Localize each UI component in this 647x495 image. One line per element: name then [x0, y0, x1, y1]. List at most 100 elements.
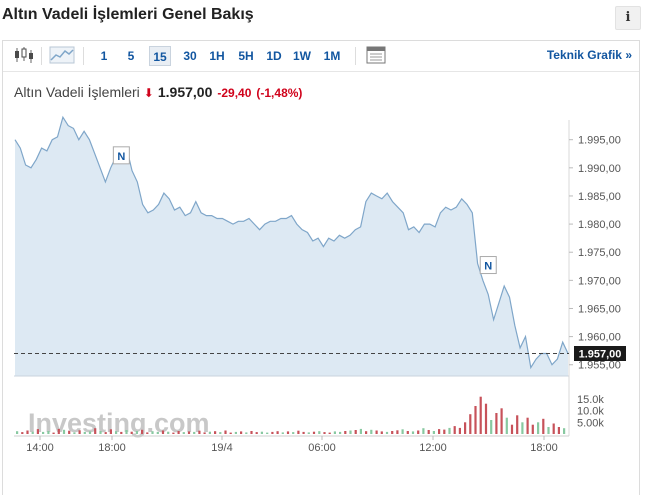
volume-bar	[52, 432, 55, 434]
volume-bar	[354, 430, 357, 434]
info-icon[interactable]: i	[615, 6, 641, 30]
volume-bar	[83, 431, 86, 434]
volume-bar	[443, 429, 446, 434]
volume-bar	[229, 432, 232, 434]
volume-bar	[286, 431, 290, 434]
volume-bar	[135, 431, 138, 434]
volume-bar	[484, 403, 488, 434]
volume-bar	[182, 432, 185, 434]
y-tick-label: 1.955,00	[578, 360, 621, 372]
volume-bar	[542, 418, 545, 434]
volume-bar	[359, 428, 362, 434]
chart-panel: 1 5 15 30 1H 5H 1D 1W 1M Teknik Grafik » Altın V…	[2, 40, 640, 495]
volume-bar	[94, 428, 97, 434]
volume-bar	[396, 430, 399, 434]
y-tick-label: 1.960,00	[578, 332, 621, 344]
volume-bar	[16, 431, 19, 434]
y-tick-label: 1.995,00	[578, 135, 621, 147]
volume-bar	[427, 430, 430, 434]
x-tick-label: 14:00	[26, 442, 54, 454]
volume-bar	[385, 431, 389, 434]
page-header: Altın Vadeli İşlemleri Genel Bakış i	[0, 0, 647, 36]
volume-bar	[260, 431, 263, 434]
volume-bar	[271, 431, 274, 434]
y-tick-label: 1.975,00	[578, 247, 621, 259]
range-button-15[interactable]: 15	[149, 46, 171, 66]
range-button-30[interactable]: 30	[183, 49, 197, 63]
chart-watermark: Investing.com	[28, 408, 210, 438]
volume-bar	[370, 429, 373, 434]
technical-chart-link[interactable]: Teknik Grafik »	[546, 48, 632, 62]
y-tick-label: 1.970,00	[578, 275, 621, 287]
range-button-5h[interactable]: 5H	[238, 49, 254, 63]
news-marker-box	[479, 256, 497, 275]
volume-bar	[375, 430, 378, 434]
volume-bar	[245, 432, 248, 434]
volume-bar	[365, 431, 368, 434]
volume-bar	[281, 432, 284, 434]
volume-bar	[464, 422, 467, 434]
y-tick-label: 1.990,00	[578, 163, 621, 175]
volume-bar	[380, 431, 383, 434]
volume-bar	[500, 408, 503, 434]
volume-bar	[401, 429, 404, 434]
volume-bar	[125, 430, 128, 434]
volume-tick-label: 10.0k	[577, 406, 604, 418]
range-button-1[interactable]: 1	[100, 49, 108, 63]
volume-bar	[276, 431, 279, 434]
last-price: 1.957,00	[157, 84, 213, 100]
volume-bar	[36, 429, 39, 434]
range-button-5[interactable]: 5	[127, 49, 135, 63]
volume-bar	[495, 413, 498, 434]
volume-bar	[219, 432, 222, 434]
volume-bar	[557, 427, 560, 434]
volume-bar	[47, 431, 50, 434]
volume-bar	[469, 414, 472, 434]
range-button-1h[interactable]: 1H	[209, 49, 225, 63]
volume-bar	[411, 431, 415, 434]
volume-bar	[479, 396, 482, 434]
range-button-1w[interactable]: 1W	[293, 49, 311, 63]
last-price-tag-text: 1.957,00	[579, 349, 622, 361]
volume-bar	[104, 432, 107, 434]
volume-bar	[563, 428, 566, 434]
volume-bar	[151, 431, 154, 434]
volume-bar	[130, 431, 133, 434]
volume-bar	[339, 431, 342, 434]
price-area	[15, 117, 568, 376]
toolbar-divider	[355, 47, 356, 65]
y-tick-label: 1.965,00	[578, 303, 621, 315]
last-price-tag: 1.957,00	[574, 346, 626, 361]
volume-bar	[531, 424, 534, 434]
table-icon[interactable]	[365, 45, 387, 65]
chart-toolbar: 1 5 15 30 1H 5H 1D 1W 1M Teknik Grafik »	[3, 41, 639, 72]
volume-bar	[187, 431, 191, 434]
page-title: Altın Vadeli İşlemleri Genel Bakış	[2, 6, 254, 23]
down-arrow-icon: ⬇	[143, 86, 154, 100]
area-chart-icon[interactable]	[49, 45, 75, 65]
volume-bar	[516, 415, 519, 434]
price-line	[14, 115, 569, 370]
volume-bar	[57, 428, 60, 434]
volume-bar	[510, 424, 514, 434]
news-marker[interactable]: N	[479, 256, 497, 275]
range-button-1d[interactable]: 1D	[266, 49, 282, 63]
candlestick-icon[interactable]	[13, 45, 35, 65]
volume-bar	[417, 430, 420, 434]
volume-bar	[474, 406, 477, 434]
volume-bar	[333, 431, 336, 434]
instrument-name: Altın Vadeli İşlemleri	[14, 84, 140, 100]
volume-bar	[68, 430, 71, 434]
news-marker-label: N	[484, 261, 492, 273]
volume-bar	[120, 431, 123, 434]
volume-bar	[432, 431, 435, 434]
range-button-1m[interactable]: 1M	[323, 49, 341, 63]
news-marker-label: N	[117, 151, 125, 163]
volume-bar	[302, 431, 305, 434]
x-tick-label: 12:00	[419, 442, 447, 454]
volume-bar	[99, 431, 102, 434]
news-marker[interactable]: N	[112, 146, 130, 165]
x-tick-label: 18:00	[98, 442, 126, 454]
volume-bar	[224, 430, 227, 434]
toolbar-divider	[83, 47, 84, 65]
